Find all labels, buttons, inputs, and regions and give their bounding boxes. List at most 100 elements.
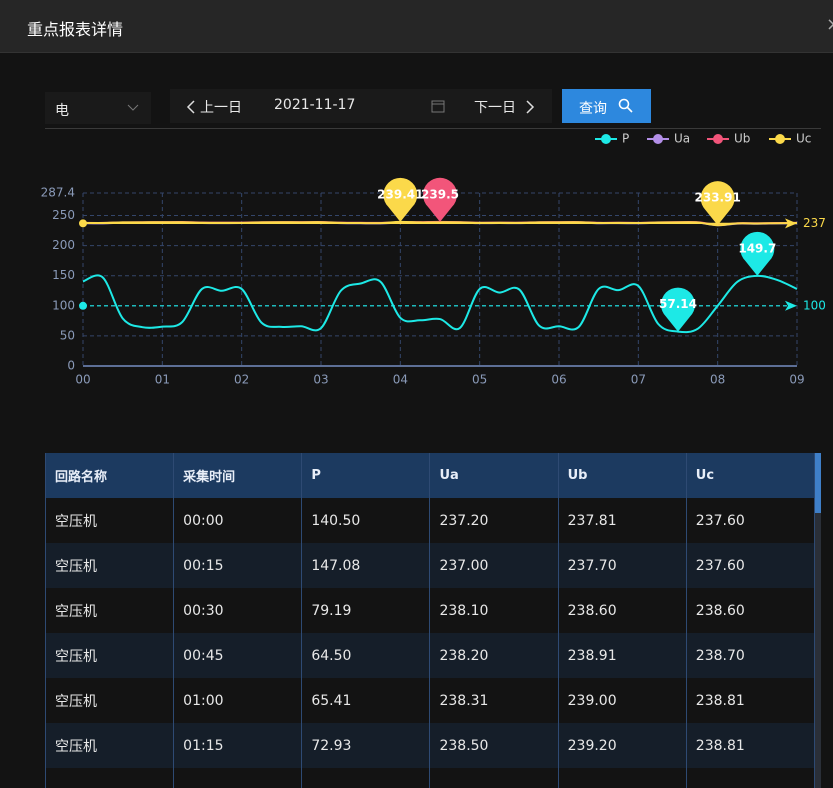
table-cell: 238.81 (685, 723, 815, 768)
x-tick-label: 09 (789, 373, 804, 387)
table-cell: 空压机 (45, 678, 175, 723)
legend-dot (713, 134, 723, 144)
table-cell: 140.50 (301, 498, 431, 543)
y-tick-label: 50 (60, 328, 75, 342)
table-cell: 239.20 (557, 723, 687, 768)
mark-pin (700, 181, 735, 226)
type-select[interactable]: 电 (45, 92, 151, 124)
series-line (82, 274, 798, 334)
mark-label: 239.41 (377, 187, 423, 201)
mark-label: 149.7 (738, 241, 776, 255)
table-cell: 空压机 (45, 498, 175, 543)
average-label: 237 (803, 216, 826, 230)
table-cell: 238.50 (429, 723, 559, 768)
table-cell: 238.10 (429, 588, 559, 633)
table-cell (685, 768, 815, 788)
table-cell: 238.20 (429, 633, 559, 678)
table-cell (429, 768, 559, 788)
legend-dot (775, 134, 785, 144)
dialog-header: 重点报表详情 × (0, 0, 833, 53)
mark-pin (661, 287, 696, 332)
y-tick-label: 0 (67, 359, 75, 373)
query-label: 查询 (579, 101, 607, 117)
table-cell: 01:00 (173, 678, 303, 723)
legend-dot (601, 134, 611, 144)
mark-pin (740, 231, 775, 276)
y-tick-label: 250 (52, 208, 75, 222)
table-cell: 79.19 (301, 588, 431, 633)
table-row: 空压机 00:15 147.08 237.00 237.70 237.60 (45, 543, 815, 588)
table-cell: 238.91 (557, 633, 687, 678)
mark-label: 233.91 (695, 191, 741, 205)
x-tick-label: 06 (551, 373, 566, 387)
table-cell: 238.81 (685, 678, 815, 723)
table-cell: 239.00 (557, 678, 687, 723)
data-table: 回路名称 采集时间 P Ua Ub Uc 空压机 00:00 140.50 237.20 237.8… (45, 453, 815, 788)
column-header: 采集时间 (173, 453, 303, 498)
divider (45, 128, 821, 129)
column-header: Ua (429, 453, 559, 498)
table-cell: 147.08 (301, 543, 431, 588)
table-cell: 64.50 (301, 633, 431, 678)
legend-label: Ua (674, 132, 690, 146)
query-button[interactable]: 查询 (562, 89, 651, 123)
x-tick-label: 05 (472, 373, 487, 387)
prev-day[interactable]: 上一日 (200, 100, 242, 116)
x-tick-label: 01 (155, 373, 170, 387)
x-tick-label: 07 (631, 373, 646, 387)
next-icon (526, 100, 535, 114)
y-tick-label: 200 (52, 238, 75, 252)
table-row: 空压机 00:30 79.19 238.10 238.60 238.60 (45, 588, 815, 633)
table-row (45, 768, 815, 788)
x-tick-label: 02 (234, 373, 249, 387)
column-header: P (301, 453, 431, 498)
table-cell: 237.60 (685, 543, 815, 588)
table-cell: 72.93 (301, 723, 431, 768)
close-button[interactable]: × (826, 14, 833, 35)
table-cell: 238.60 (685, 588, 815, 633)
legend-dot (653, 134, 663, 144)
search-icon (618, 98, 633, 113)
chart: 0 50 100 150 200 250 287.4 00 01 02 03 04 05 06 07 08 09… (41, 132, 826, 387)
table-cell (301, 768, 431, 788)
x-tick-label: 03 (313, 373, 328, 387)
dialog-title: 重点报表详情 (27, 20, 124, 39)
table-cell (173, 768, 303, 788)
mark-pin (383, 177, 418, 222)
table-row: 空压机 00:45 64.50 238.20 238.91 238.70 (45, 633, 815, 678)
table-cell (557, 768, 687, 788)
table-cell: 237.20 (429, 498, 559, 543)
column-header: 回路名称 (45, 453, 175, 498)
table-cell: 空压机 (45, 633, 175, 678)
next-day[interactable]: 下一日 (474, 100, 516, 116)
legend-label: P (622, 132, 629, 146)
mark-label: 239.5 (421, 187, 459, 201)
scrollbar[interactable] (815, 453, 821, 788)
legend-label: Uc (796, 132, 811, 146)
table-cell: 00:45 (173, 633, 303, 678)
prev-icon (186, 100, 195, 114)
table-cell: 空压机 (45, 723, 175, 768)
table-cell: 238.60 (557, 588, 687, 633)
scroll-thumb[interactable] (815, 453, 821, 513)
y-tick-label: 287.4 (41, 186, 75, 200)
table-cell: 00:15 (173, 543, 303, 588)
date-bar: 上一日 2021-11-17 下一日 (170, 89, 552, 123)
table-cell: 01:15 (173, 723, 303, 768)
table-row: 空压机 01:15 72.93 238.50 239.20 238.81 (45, 723, 815, 768)
table-cell (45, 768, 175, 788)
average-start (79, 219, 87, 228)
table-cell: 空压机 (45, 543, 175, 588)
mark-label: 57.14 (659, 297, 697, 311)
table-cell: 238.70 (685, 633, 815, 678)
average-arrow (785, 218, 797, 229)
legend-label: Ub (734, 132, 750, 146)
table-cell: 65.41 (301, 678, 431, 723)
average-start (79, 301, 87, 310)
table-cell: 空压机 (45, 588, 175, 633)
column-header: Ub (557, 453, 687, 498)
date-input[interactable]: 2021-11-17 (274, 97, 356, 113)
y-tick-label: 100 (52, 298, 75, 312)
table-row: 空压机 00:00 140.50 237.20 237.81 237.60 (45, 498, 815, 543)
